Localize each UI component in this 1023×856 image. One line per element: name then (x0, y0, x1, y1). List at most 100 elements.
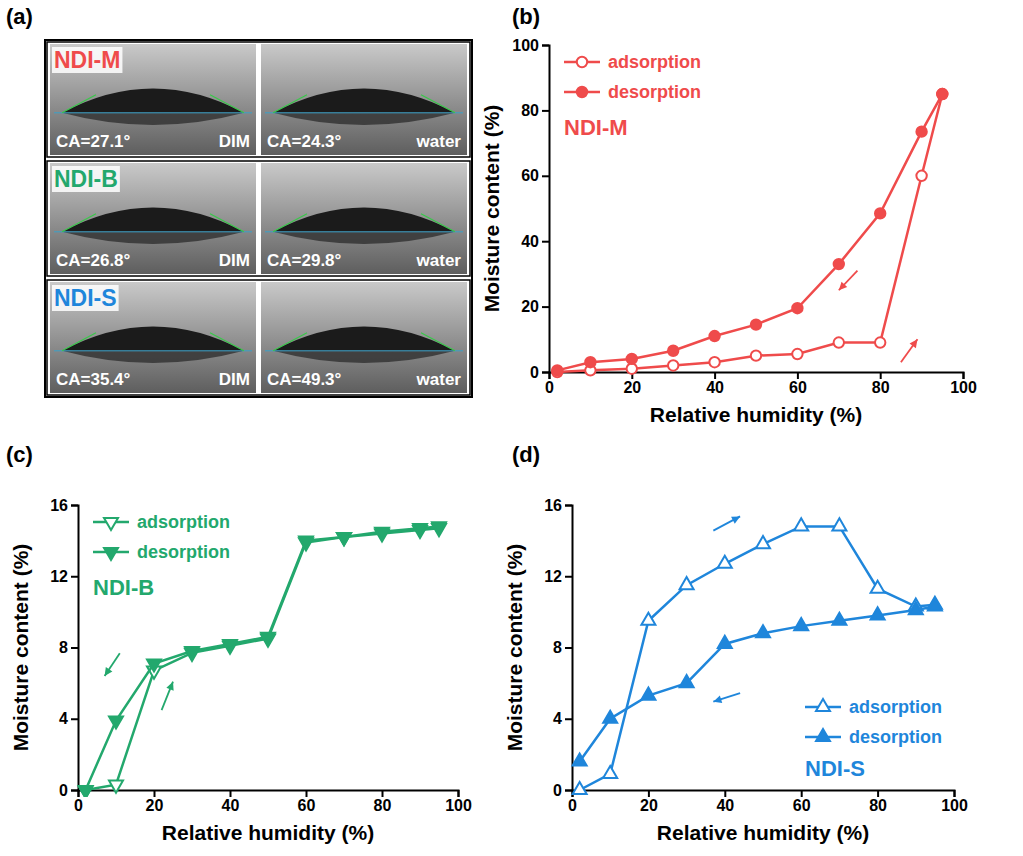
tick: 20 (521, 298, 549, 315)
marker (937, 89, 947, 99)
tick-label: 0 (59, 782, 68, 799)
marker (834, 337, 844, 347)
marker (751, 350, 761, 360)
plot-area (79, 522, 446, 797)
image-background (261, 282, 467, 393)
sample-label-background (52, 47, 122, 73)
liquid-label: water (416, 370, 462, 389)
tick-label: 40 (716, 797, 734, 814)
panel-label: (a) (6, 4, 33, 29)
baseline (54, 350, 252, 351)
tick-mark (963, 372, 965, 379)
y-axis-title: Moisture content (%) (503, 544, 526, 752)
tangent (421, 214, 455, 232)
row-frame (47, 42, 470, 157)
tick: 60 (793, 790, 811, 814)
liquid-label: water (416, 132, 462, 151)
tangent (273, 214, 307, 232)
contact-angle-image: CA=27.1° DIM (50, 44, 256, 155)
tick-mark (542, 175, 549, 177)
marker (573, 753, 587, 765)
tick-label: 8 (553, 639, 562, 656)
panel-label: (d) (512, 442, 540, 467)
marker (413, 524, 427, 536)
contact-angle-image: CA=49.3°water (261, 282, 467, 393)
marker (871, 607, 885, 619)
y-axis: 020406080100 (512, 37, 549, 381)
tick-label: 100 (950, 379, 977, 396)
tick-label: 12 (544, 568, 562, 585)
tick: 0 (530, 364, 549, 381)
image-background (50, 163, 256, 274)
tick: 0 (59, 782, 78, 799)
tick-mark (71, 576, 78, 578)
liquid-label: DIM (219, 132, 250, 151)
tick-label: 0 (74, 797, 83, 814)
y-axis: 0481216 (50, 497, 78, 799)
marker (937, 89, 947, 99)
baseline (265, 231, 463, 232)
marker (641, 688, 655, 700)
marker (794, 618, 808, 630)
direction-arrow (839, 271, 858, 291)
tick-mark (230, 790, 232, 797)
tick: 100 (512, 37, 549, 54)
direction-arrow (901, 339, 918, 362)
annotation: NDI-M (564, 115, 628, 140)
tick: 20 (146, 790, 164, 814)
tick-mark (71, 790, 78, 792)
contact-angle-label: CA=27.1° (56, 132, 131, 151)
marker (573, 782, 587, 794)
tick: 80 (869, 790, 887, 814)
marker (794, 518, 808, 530)
tick: 12 (544, 568, 572, 585)
axis-line (542, 46, 550, 373)
direction-arrow (105, 653, 120, 676)
x-axis-title: Relative humidity (%) (657, 821, 869, 844)
tick: 8 (553, 639, 572, 656)
direction-arrow (713, 693, 740, 703)
tick: 40 (222, 790, 240, 814)
sample-label-background (52, 166, 120, 192)
x-axis: 020406080100 (545, 372, 977, 396)
marker (627, 354, 637, 364)
tick: 60 (789, 372, 807, 396)
x-axis-title: Relative humidity (%) (162, 821, 374, 844)
marker (185, 647, 199, 659)
tick: 40 (521, 233, 549, 250)
tangent (210, 333, 244, 351)
annotation: NDI-S (805, 756, 865, 781)
marker (718, 636, 732, 648)
plot-area (573, 518, 942, 794)
legend-label: desorption (849, 727, 942, 747)
tick-mark (542, 306, 549, 308)
tick-label: 60 (793, 797, 811, 814)
marker (756, 536, 770, 548)
row-frame (47, 161, 470, 276)
legend-label: adsorption (137, 512, 230, 532)
axis-line (550, 373, 964, 380)
tick-mark (458, 790, 460, 797)
legend-marker (104, 548, 118, 560)
tick-label: 12 (50, 568, 68, 585)
annotation: NDI-B (93, 575, 154, 600)
panel-frame (45, 40, 472, 397)
tick-mark (565, 505, 572, 507)
tick: 40 (706, 372, 724, 396)
tick-mark (877, 790, 879, 797)
tick-label: 40 (521, 233, 539, 250)
tick-mark (565, 647, 572, 649)
droplet (62, 88, 244, 112)
tick-mark (797, 372, 799, 379)
tick-label: 40 (706, 379, 724, 396)
tick-mark (954, 790, 956, 797)
image-background (261, 44, 467, 155)
marker (680, 577, 694, 589)
marker (709, 331, 719, 341)
image-background (50, 282, 256, 393)
marker (109, 716, 123, 728)
sample-label: NDI-B (54, 166, 118, 192)
tick: 40 (716, 790, 734, 814)
tick-mark (382, 790, 384, 797)
marker (832, 613, 846, 625)
